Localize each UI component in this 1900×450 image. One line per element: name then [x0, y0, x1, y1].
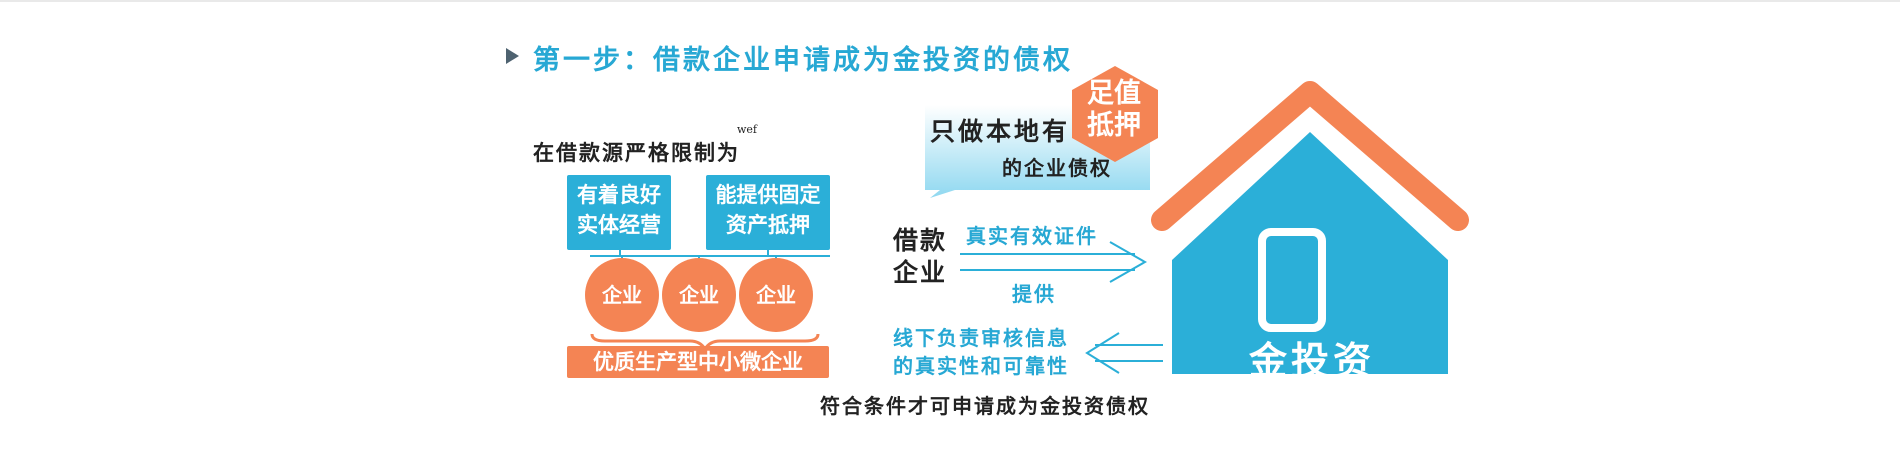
play-arrow-icon	[506, 48, 519, 64]
enterprise-circle-1: 企业	[585, 258, 659, 332]
step-title: 第一步：借款企业申请成为金投资的债权	[533, 45, 1073, 76]
enterprise-circle-3: 企业	[739, 258, 813, 332]
borrower-line1: 借款	[893, 226, 948, 255]
hexagon-line1: 足值	[1087, 78, 1141, 109]
criteria-box-collateral-line2: 资产抵押	[726, 212, 810, 237]
criteria-box-collateral: 能提供固定 资产抵押	[706, 175, 830, 250]
top-divider	[0, 0, 1900, 2]
criteria-box-operations: 有着良好 实体经营	[567, 175, 671, 250]
bubble-line1: 只做本地有	[930, 117, 1071, 146]
house-label: 金投资	[1248, 338, 1375, 383]
criteria-box-collateral-line1: 能提供固定	[715, 182, 821, 207]
criteria-box-operations-line1: 有着良好	[577, 182, 661, 207]
arrow2-line2: 的真实性和可靠性	[893, 354, 1069, 378]
arrow2-line1: 线下负责审核信息	[893, 326, 1069, 350]
footer-caption: 符合条件才可申请成为金投资债权	[820, 394, 1150, 418]
hexagon-line2: 抵押	[1087, 110, 1141, 141]
enterprise-circle-2: 企业	[662, 258, 736, 332]
sme-label: 优质生产型中小微企业	[567, 346, 829, 378]
bubble-line2: 的企业债权	[1002, 156, 1112, 180]
arrow1-bottom-text: 提供	[1012, 282, 1056, 306]
borrower-label: 借款 企业	[893, 225, 947, 289]
double-arrow-left-icon	[1085, 332, 1163, 374]
intro-text: 在借款源严格限制为	[533, 140, 740, 165]
borrower-line2: 企业	[893, 258, 948, 287]
criteria-box-operations-line2: 实体经营	[577, 212, 661, 237]
double-arrow-right-icon	[960, 241, 1148, 283]
superscript-note: wef	[737, 123, 757, 136]
house-icon	[1151, 81, 1469, 374]
hexagon-badge	[1072, 66, 1158, 162]
hexagon-badge-text: 足值 抵押	[1074, 78, 1154, 142]
arrow1-top-text: 真实有效证件	[966, 224, 1098, 248]
